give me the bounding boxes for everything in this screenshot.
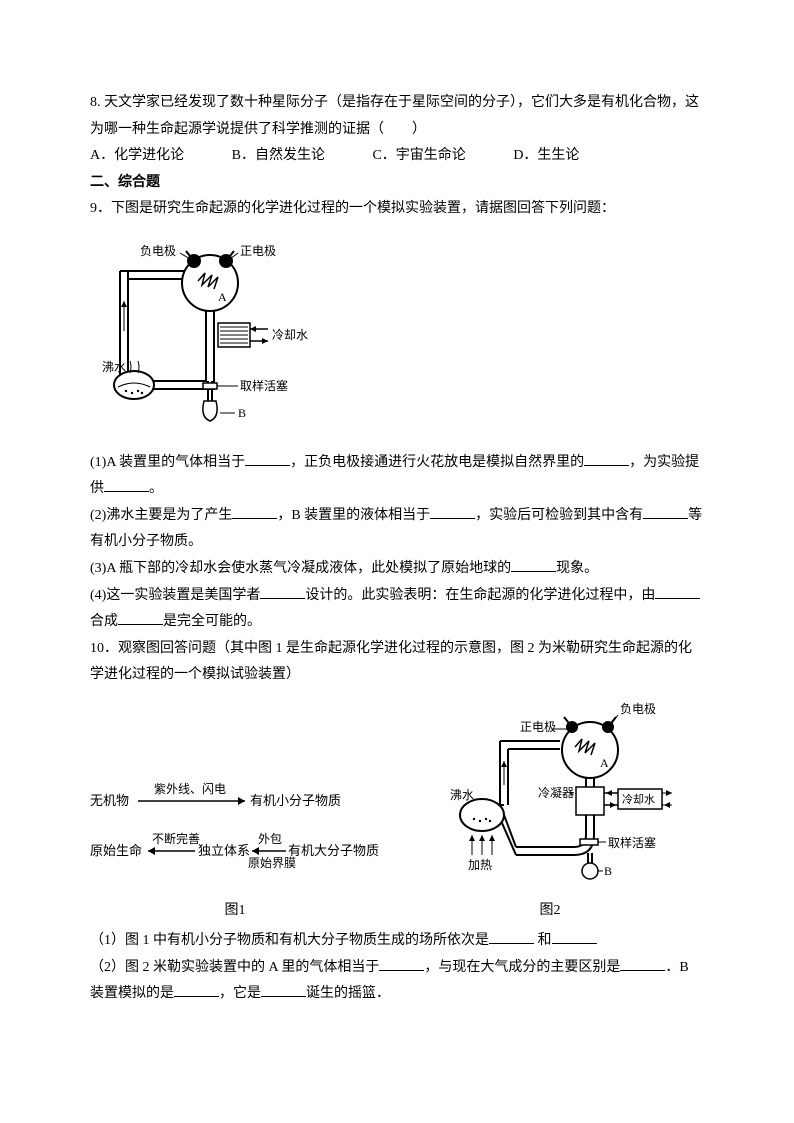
- q10-fig1-wrap: 无机物 紫外线、闪电 有机小分子物质 原始生命 不断完善 独立体系 外包 原始界…: [90, 755, 380, 924]
- blank[interactable]: [430, 504, 475, 519]
- blank[interactable]: [552, 929, 597, 944]
- label-cool: 冷却水: [272, 328, 308, 342]
- q8-optA: A．化学进化论: [90, 143, 184, 170]
- svg-text:取样活塞: 取样活塞: [608, 835, 656, 850]
- svg-text:沸水: 沸水: [450, 788, 474, 802]
- blank[interactable]: [104, 477, 149, 492]
- svg-text:独立体系: 独立体系: [198, 843, 250, 858]
- svg-text:加热: 加热: [468, 858, 492, 872]
- q9-p3: (3)A 瓶下部的冷却水会使水蒸气冷凝成液体，此处模拟了原始地球的现象。: [90, 556, 704, 583]
- svg-text:冷凝器: 冷凝器: [538, 785, 574, 800]
- blank[interactable]: [584, 451, 629, 466]
- blank[interactable]: [261, 982, 306, 997]
- svg-text:负电极: 负电极: [620, 702, 656, 716]
- label-pos: 正电极: [240, 244, 276, 258]
- q8-stem: 8. 天文学家已经发现了数十种星际分子（是指存在于星际空间的分子），它们大多是有…: [90, 90, 704, 143]
- blank[interactable]: [232, 504, 277, 519]
- blank[interactable]: [118, 610, 163, 625]
- svg-text:紫外线、闪电: 紫外线、闪电: [154, 782, 226, 796]
- fig2-caption: 图2: [420, 898, 680, 925]
- blank[interactable]: [489, 929, 534, 944]
- svg-text:原始生命: 原始生命: [90, 843, 142, 858]
- blank[interactable]: [379, 956, 424, 971]
- svg-text:外包: 外包: [258, 832, 282, 846]
- q9-p4: (4)这一实验装置是美国学者设计的。此实验表明：在生命起源的化学进化过程中，由合…: [90, 583, 704, 636]
- label-A: A: [218, 290, 227, 304]
- q9-p2: (2)沸水主要是为了产生，B 装置里的液体相当于，实验后可检验到其中含有等有机小…: [90, 503, 704, 556]
- q8-optB: B．自然发生论: [232, 143, 325, 170]
- q8-optC: C．宇宙生命论: [372, 143, 465, 170]
- q10-fig2-svg: A 正电极 负电极 沸水 加热: [420, 695, 680, 885]
- blank[interactable]: [620, 956, 665, 971]
- label-B: B: [238, 406, 246, 420]
- blank[interactable]: [511, 557, 556, 572]
- q9-apparatus-svg: A 冷却水 沸水 取样活塞 B 负电极 正电极: [90, 231, 340, 431]
- blank[interactable]: [245, 451, 290, 466]
- blank[interactable]: [174, 982, 219, 997]
- q10-fig2-wrap: A 正电极 负电极 沸水 加热: [420, 695, 680, 924]
- svg-text:正电极: 正电极: [520, 720, 556, 734]
- q9-p1: (1)A 装置里的气体相当于，正负电极接通进行火花放电是模拟自然界里的，为实验提…: [90, 450, 704, 503]
- label-boil: 沸水: [102, 360, 126, 374]
- q10-figures: 无机物 紫外线、闪电 有机小分子物质 原始生命 不断完善 独立体系 外包 原始界…: [90, 695, 704, 924]
- q10-stem: 10．观察图回答问题（其中图 1 是生命起源化学进化过程的示意图，图 2 为米勒…: [90, 636, 704, 689]
- q10-p1: （1）图 1 中有机小分子物质和有机大分子物质生成的场所依次是 和: [90, 928, 704, 955]
- q9-figure: A 冷却水 沸水 取样活塞 B 负电极 正电极: [90, 231, 704, 442]
- fig1-caption: 图1: [90, 898, 380, 925]
- blank[interactable]: [260, 584, 305, 599]
- svg-text:有机小分子物质: 有机小分子物质: [250, 793, 341, 808]
- blank[interactable]: [643, 504, 688, 519]
- label-sample: 取样活塞: [240, 378, 288, 393]
- q8-optD: D．生生论: [513, 143, 579, 170]
- svg-text:A: A: [600, 756, 609, 770]
- q10-p2: （2）图 2 米勒实验装置中的 A 里的气体相当于，与现在大气成分的主要区别是．…: [90, 955, 704, 1008]
- blank[interactable]: [655, 584, 700, 599]
- svg-text:冷却水: 冷却水: [622, 793, 655, 806]
- section2-heading: 二、综合题: [90, 170, 704, 197]
- svg-text:无机物: 无机物: [90, 793, 129, 808]
- q10-fig1-svg: 无机物 紫外线、闪电 有机小分子物质 原始生命 不断完善 独立体系 外包 原始界…: [90, 755, 380, 885]
- svg-text:不断完善: 不断完善: [152, 831, 200, 846]
- q9-stem: 9．下图是研究生命起源的化学进化过程的一个模拟实验装置，请据图回答下列问题：: [90, 196, 704, 223]
- svg-text:有机大分子物质: 有机大分子物质: [288, 843, 379, 858]
- q8-choices: A．化学进化论 B．自然发生论 C．宇宙生命论 D．生生论: [90, 143, 704, 170]
- label-neg: 负电极: [140, 244, 176, 258]
- svg-text:B: B: [604, 864, 612, 878]
- svg-text:原始界膜: 原始界膜: [248, 856, 296, 870]
